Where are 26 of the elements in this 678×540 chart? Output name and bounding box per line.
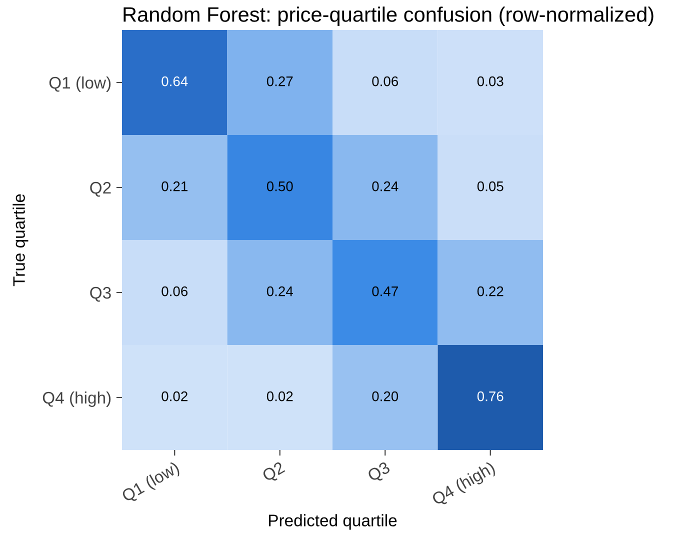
- y-tick-label: Q4 (high): [42, 391, 111, 407]
- x-tick-label: Q2: [262, 461, 287, 484]
- data-label: 0.06: [162, 286, 188, 296]
- data-label: 0.64: [162, 76, 188, 86]
- data-label: 0.22: [477, 286, 504, 296]
- x-axis-title: Predicted quartile: [269, 514, 397, 530]
- y-tick-label: Q1 (low): [49, 76, 111, 92]
- data-label: 0.76: [477, 391, 504, 402]
- y-axis-title: True quartile: [12, 194, 28, 286]
- chart-title: Random Forest: price-quartile confusion (row-normalized): [124, 6, 654, 26]
- data-label: 0.24: [372, 181, 398, 192]
- x-tick-label: Q1 (low): [120, 460, 182, 505]
- data-label: 0.20: [372, 391, 398, 402]
- data-label: 0.50: [266, 181, 293, 192]
- data-label: 0.21: [162, 181, 188, 192]
- x-tick-label: Q3: [366, 461, 392, 484]
- data-label: 0.05: [477, 181, 504, 192]
- y-tick-label: Q2: [90, 182, 111, 197]
- data-label: 0.24: [266, 286, 293, 296]
- data-label: 0.02: [162, 391, 188, 402]
- data-label: 0.03: [477, 76, 504, 86]
- data-label: 0.27: [266, 76, 293, 86]
- data-label: 0.02: [266, 391, 293, 402]
- data-label: 0.06: [372, 76, 398, 86]
- y-tick-label: Q3: [90, 286, 111, 302]
- data-label: 0.47: [372, 286, 398, 296]
